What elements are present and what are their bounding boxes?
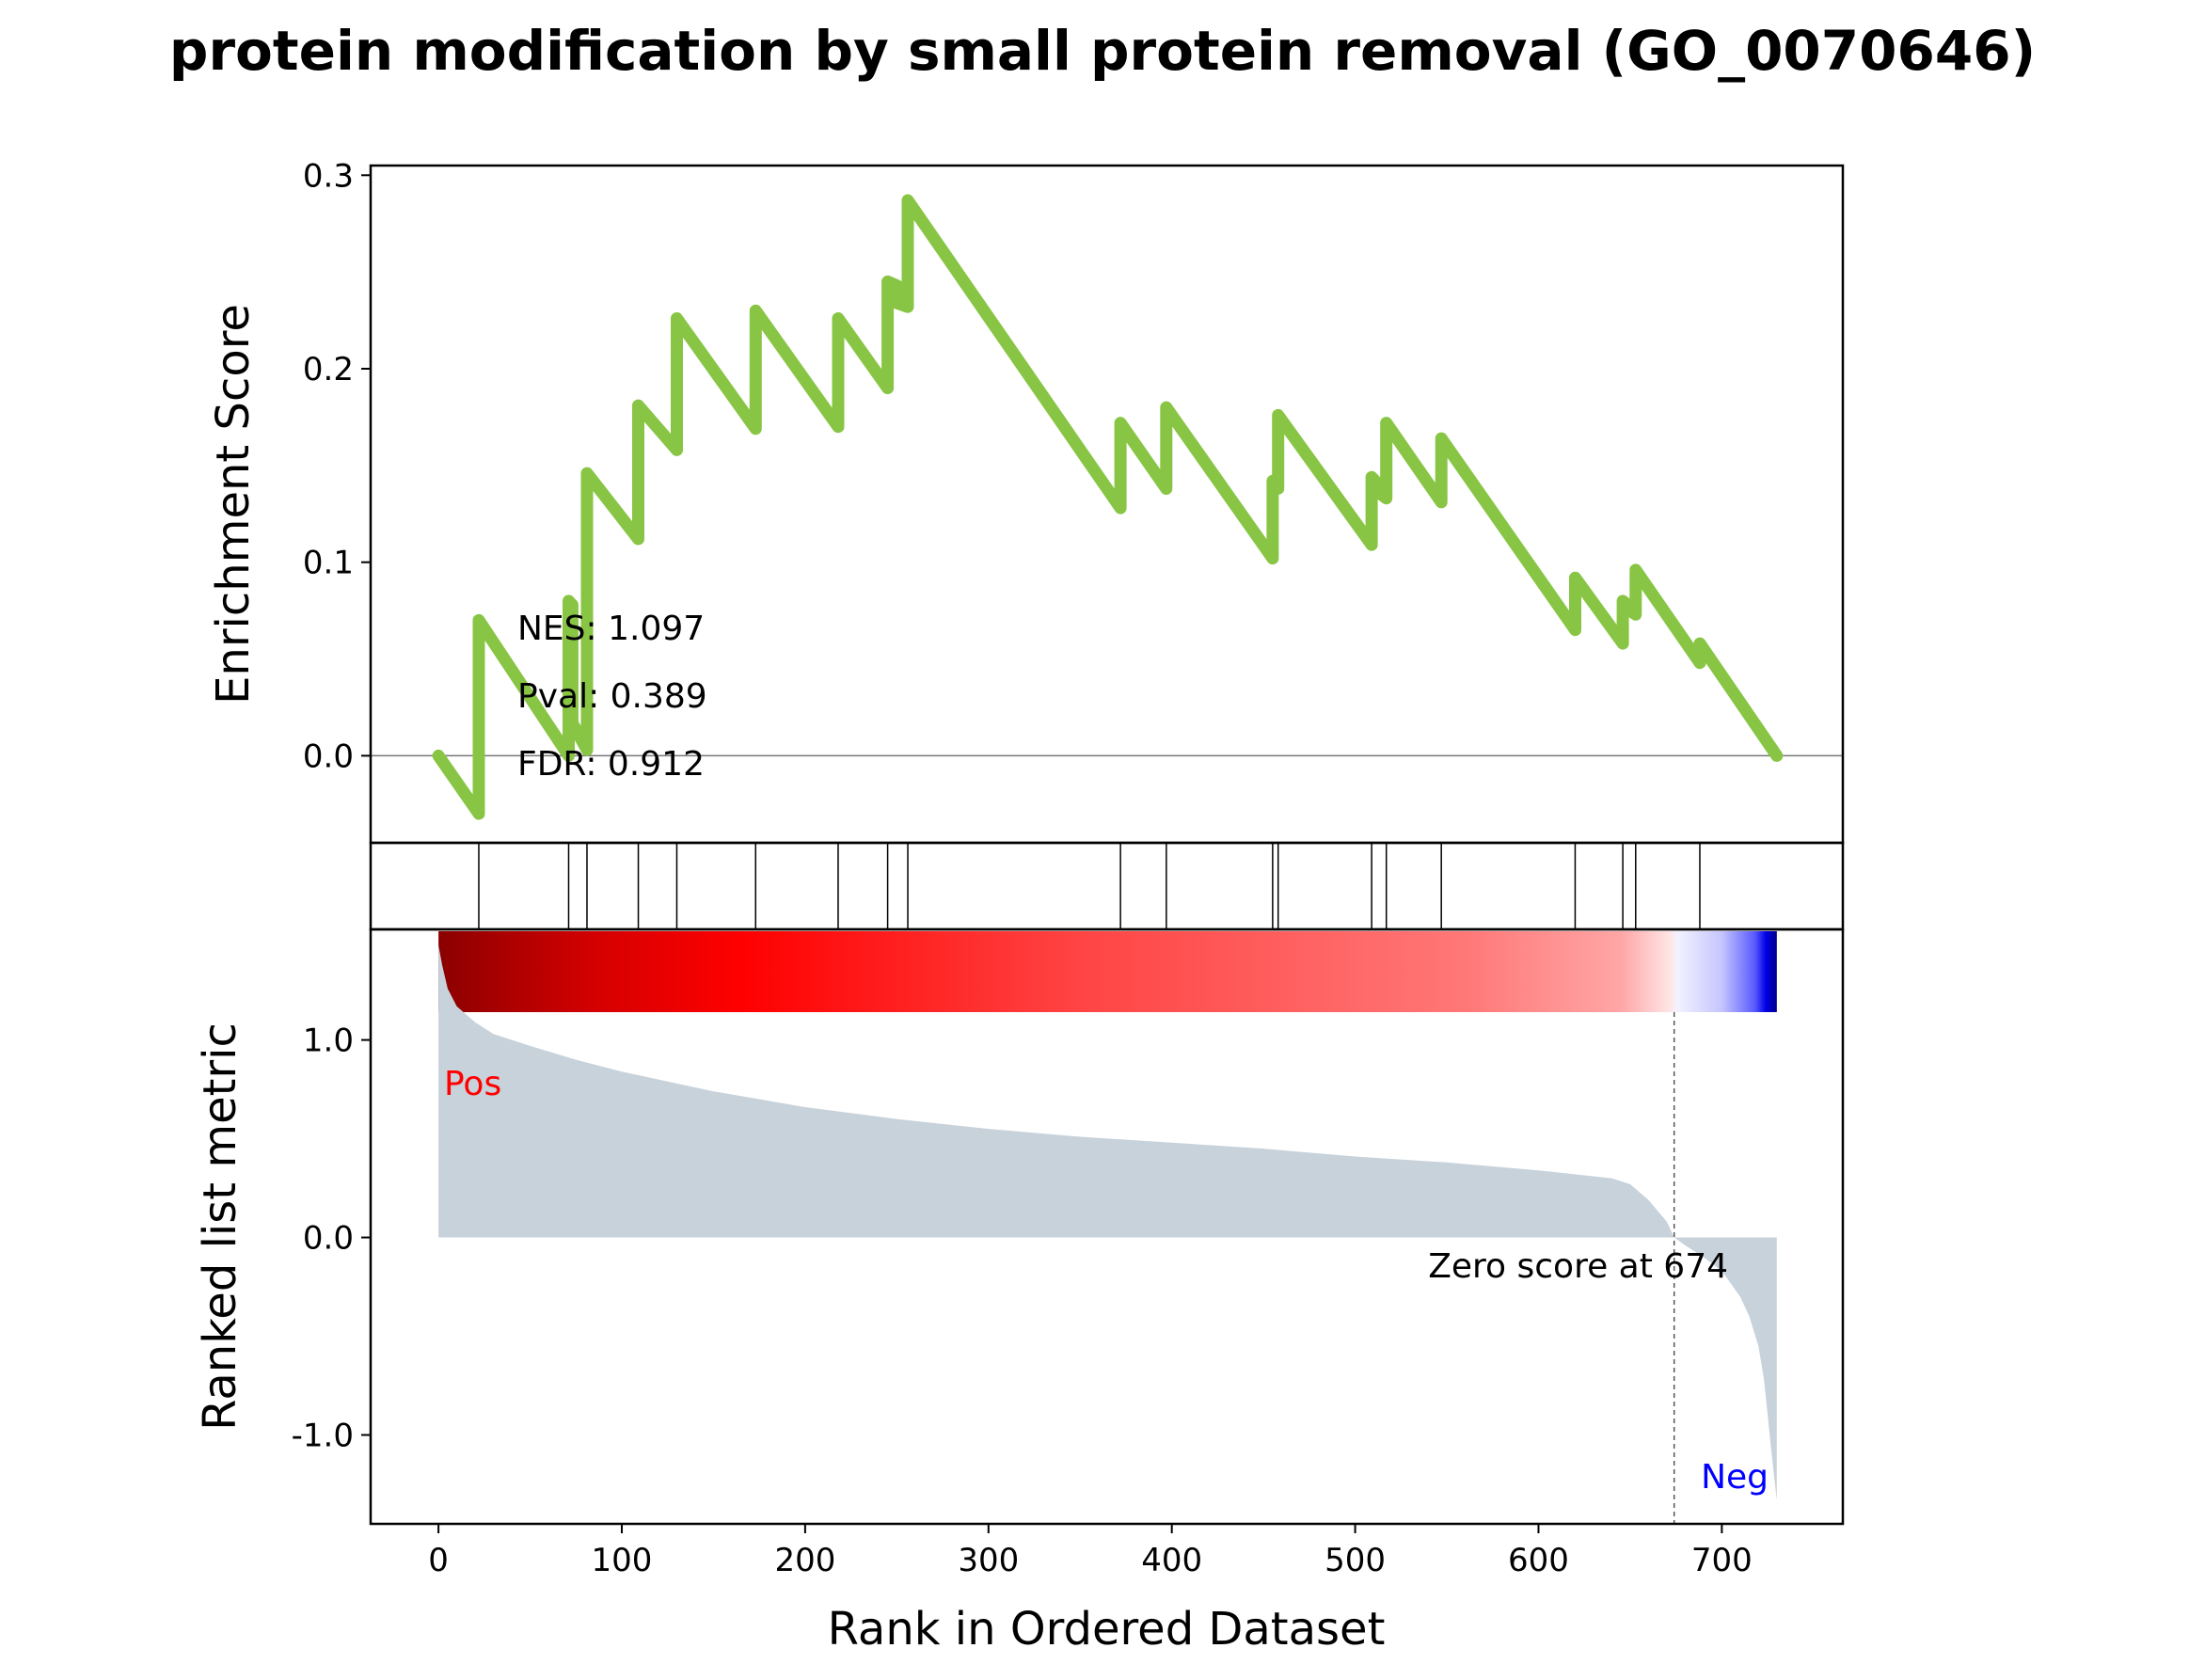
x-tick-label: 100	[592, 1542, 653, 1579]
neg-label: Neg	[1701, 1458, 1769, 1497]
hits-panel	[369, 841, 1845, 931]
rank-colorbar	[438, 931, 1777, 1012]
es-curve	[432, 194, 1784, 820]
ranked-y-ticks: 1.0 0.0 -1.0	[292, 1022, 371, 1455]
chart-title: protein modification by small protein re…	[169, 19, 2036, 83]
es-y-tick-label: 0.1	[303, 545, 354, 582]
x-tick-label: 400	[1141, 1542, 1202, 1579]
ranked-metric-area	[438, 944, 1777, 1500]
ranked-y-tick-label: 1.0	[303, 1022, 354, 1060]
es-y-tick-label: 0.2	[303, 351, 354, 388]
zero-score-label: Zero score at 674	[1428, 1247, 1728, 1286]
ranked-panel-frame	[369, 927, 1845, 1526]
x-tick-label: 500	[1325, 1542, 1386, 1579]
pos-label: Pos	[444, 1065, 501, 1103]
ranked-y-tick-label: -1.0	[292, 1418, 354, 1455]
x-tick-label: 300	[958, 1542, 1019, 1579]
es-y-tick-label: 0.0	[303, 737, 354, 775]
es-y-tick-label: 0.3	[303, 157, 354, 195]
es-y-ticks: 0.0 0.1 0.2 0.3	[303, 157, 371, 775]
hits-panel-frame	[369, 841, 1845, 931]
ranked-y-axis-label: Ranked list metric	[194, 1022, 246, 1431]
nes-label: NES: 1.097	[517, 610, 705, 648]
ranked-panel: 1.0 0.0 -1.0 Pos Neg Zero score at 674 Ran…	[194, 927, 1845, 1526]
es-y-axis-label: Enrichment Score	[207, 304, 260, 705]
fdr-label: FDR: 0.912	[517, 745, 705, 784]
hit-lines	[478, 843, 1701, 929]
x-tick-label: 600	[1508, 1542, 1569, 1579]
x-tick-label: 700	[1691, 1542, 1753, 1579]
x-tick-label: 200	[774, 1542, 835, 1579]
x-axis-ticks: 0 100 200 300 400 500 600 700	[428, 1524, 1753, 1579]
x-tick-label: 0	[428, 1542, 449, 1579]
x-axis-label: Rank in Ordered Dataset	[828, 1603, 1386, 1656]
enrichment-panel: 0.0 0.1 0.2 0.3 NES: 1.097 Pval: 0.389 FDR:…	[207, 157, 1845, 845]
ranked-y-tick-label: 0.0	[303, 1220, 354, 1258]
pval-label: Pval: 0.389	[517, 677, 707, 716]
